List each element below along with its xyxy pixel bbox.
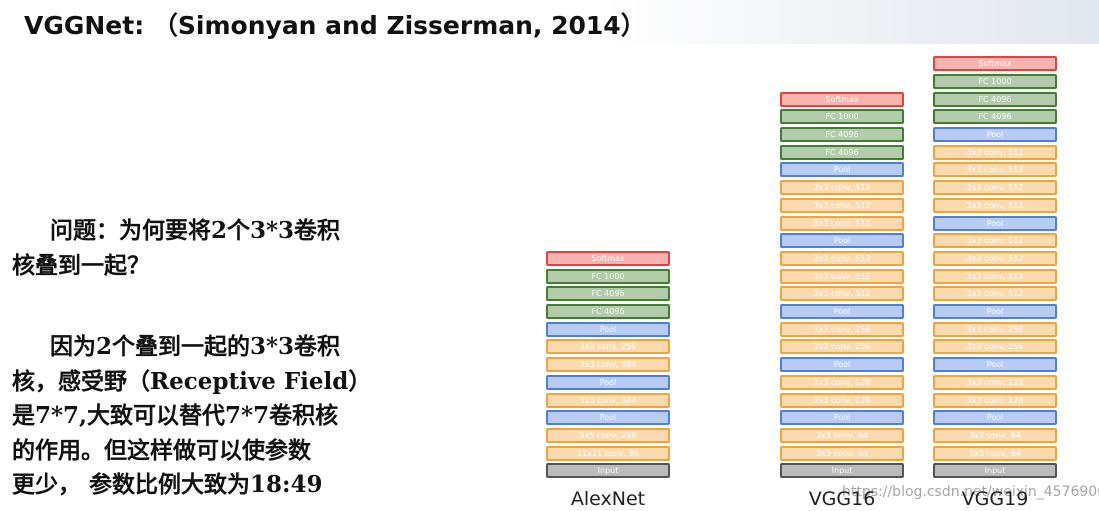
layer-box: 3x3 conv, 512 [933, 250, 1057, 266]
text-line: 核，感受野（Receptive Field） [12, 367, 372, 395]
layer-box: 3x3 conv, 512 [933, 233, 1057, 249]
layer-box: Pool [780, 410, 904, 426]
layer-box: Pool [780, 162, 904, 178]
layer-box: 3x3 conv, 256 [546, 339, 670, 355]
layer-box: Pool [933, 304, 1057, 319]
text-line: 更少， 参数比例大致为18:49 [12, 471, 323, 498]
layer-box: Pool [546, 321, 670, 337]
layer-box: FC 4096 [780, 144, 904, 160]
layer-box: 3x3 conv, 256 [780, 321, 904, 337]
layer-box: 3x3 conv, 512 [933, 268, 1057, 284]
watermark: https://blog.csdn.net/weixin_45769063 [842, 484, 1099, 500]
layer-box: 3x3 conv, 512 [933, 162, 1057, 178]
layer-box: FC 4096 [546, 304, 670, 319]
layer-box: Pool [933, 357, 1057, 373]
layer-box: 3x3 conv, 128 [933, 374, 1057, 390]
text-line: 因为2个叠到一起的3*3卷积 [50, 333, 341, 360]
layer-box: 3x3 conv, 256 [780, 339, 904, 355]
layer-box: Input [933, 463, 1057, 479]
layer-box: 5x5 conv, 256 [546, 427, 670, 443]
paragraph: 问题：为何要将2个3*3卷积核叠到一起？ [12, 214, 340, 283]
layer-box: 3x3 conv, 512 [780, 197, 904, 213]
layer-box: Pool [933, 215, 1057, 231]
layer-box: Input [780, 463, 904, 479]
layer-box: 3x3 conv, 512 [933, 180, 1057, 196]
layer-box: 3x3 conv, 64 [933, 427, 1057, 443]
network-name: AlexNet [570, 488, 646, 510]
layer-box: FC 1000 [780, 109, 904, 125]
layer-box: Input [546, 463, 670, 479]
layer-box: Softmax [546, 250, 670, 266]
header-band [0, 0, 1099, 44]
network-name: VGG16 [808, 488, 876, 510]
layer-box: 3x3 conv, 384 [546, 392, 670, 408]
layer-box: Pool [546, 410, 670, 426]
layer-box: 3x3 conv, 512 [780, 215, 904, 231]
layer-box: 11x11 conv, 96 [546, 445, 670, 461]
layer-box: 3x3 conv, 512 [780, 180, 904, 196]
layer-box: Pool [780, 233, 904, 249]
layer-box: Pool [780, 304, 904, 319]
layer-box: FC 4096 [546, 286, 670, 302]
layer-box: FC 4096 [933, 109, 1057, 125]
layer-box: FC 4096 [780, 127, 904, 142]
layer-box: 3x3 conv, 64 [780, 427, 904, 443]
layer-box: 3x3 conv, 512 [933, 286, 1057, 302]
text-line: 是7*7,大致可以替代7*7卷积核 [12, 402, 339, 429]
layer-box: Softmax [780, 91, 904, 107]
layer-box: 3x3 conv, 512 [780, 250, 904, 266]
layer-box: 3x3 conv, 512 [933, 144, 1057, 160]
slide-title: VGGNet: （Simonyan and Zisserman, 2014） [24, 11, 646, 40]
text-line: 的作用。但这样做可以使参数 [12, 436, 311, 464]
layer-box: 3x3 conv, 128 [780, 392, 904, 408]
layer-box: FC 1000 [933, 73, 1057, 89]
layer-box: Softmax [933, 56, 1057, 72]
layer-box: 3x3 conv, 512 [780, 286, 904, 302]
layer-box: 3x3 conv, 128 [933, 392, 1057, 408]
layer-box: 3x3 conv, 64 [933, 445, 1057, 461]
layer-box: 3x3 conv, 256 [933, 339, 1057, 355]
layer-box: FC 1000 [546, 268, 670, 284]
text-line: 问题：为何要将2个3*3卷积 [50, 217, 341, 244]
layer-box: 3x3 conv, 256 [933, 321, 1057, 337]
layer-box: 3x3 conv, 512 [933, 197, 1057, 213]
text-line: 核叠到一起？ [12, 251, 150, 279]
layer-box: Pool [780, 357, 904, 373]
layer-box: 3x3 conv, 384 [546, 357, 670, 373]
layer-box: 3x3 conv, 128 [780, 374, 904, 390]
layer-box: Pool [933, 410, 1057, 426]
paragraph: 因为2个叠到一起的3*3卷积核，感受野（Receptive Field） 是7*7… [12, 330, 371, 503]
layer-box: Pool [933, 127, 1057, 142]
layer-box: FC 4096 [933, 91, 1057, 107]
layer-box: Pool [546, 374, 670, 390]
layer-box: 3x3 conv, 512 [780, 268, 904, 284]
layer-box: 3x3 conv, 64 [780, 445, 904, 461]
network-name: VGG19 [961, 488, 1029, 510]
